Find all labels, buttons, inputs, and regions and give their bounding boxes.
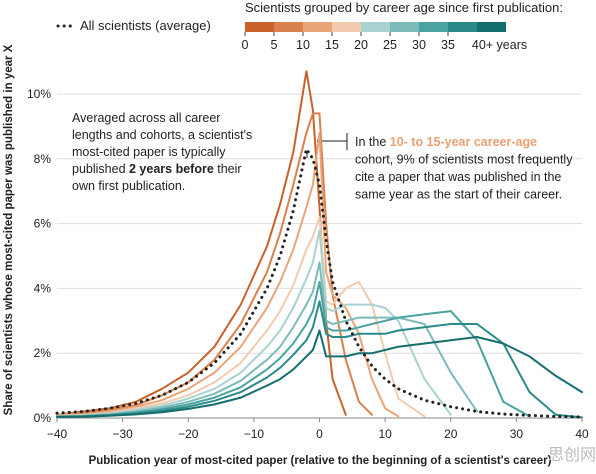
colorbar-label: 25 — [383, 38, 397, 52]
y-tick-label: 0% — [34, 411, 52, 425]
x-tick-label: 30 — [510, 427, 524, 441]
cohort-line — [56, 261, 478, 418]
x-tick-label: −10 — [244, 427, 265, 441]
colorbar-segment — [477, 22, 506, 32]
average-line — [55, 147, 584, 419]
x-tick-label: 10 — [378, 427, 392, 441]
colorbar-segment — [303, 22, 332, 32]
y-tick-label: 8% — [34, 152, 52, 166]
annotation-text: In the — [355, 135, 390, 149]
annotation-text: lengths and cohorts, a scientist's — [72, 128, 252, 142]
colorbar-label: 30 — [412, 38, 426, 52]
colorbar-label: 20 — [354, 38, 368, 52]
y-tick-label: 10% — [27, 87, 51, 101]
annotation-text: cohort, 9% of scientists most frequently — [355, 153, 573, 167]
annotation-text: cite a paper that was published in the — [355, 170, 561, 184]
cohort-line — [56, 280, 531, 418]
annotation: In the 10- to 15-year career-age — [355, 135, 537, 149]
x-tick-label: −30 — [112, 427, 133, 441]
y-tick-label: 6% — [34, 217, 52, 231]
colorbar-label: 40+ years — [472, 38, 527, 52]
cohort-line — [56, 216, 426, 418]
x-tick-label: −20 — [178, 427, 199, 441]
y-tick-label: 2% — [34, 346, 52, 360]
annotation-text: 2 years before — [129, 162, 214, 176]
annotation-leader — [322, 133, 348, 150]
colorbar-label: 35 — [441, 38, 455, 52]
x-tick-label: 20 — [444, 427, 458, 441]
colorbar-segment — [274, 22, 303, 32]
watermark: 思创网 — [548, 446, 596, 464]
legend-label: All scientists (average) — [80, 18, 211, 33]
x-tick-label: 40 — [575, 427, 589, 441]
cohort-line — [56, 131, 400, 418]
colorbar-segment — [332, 22, 361, 32]
y-axis-label: Share of scientists whose most-cited pap… — [3, 44, 15, 415]
annotation: lengths and cohorts, a scientist's — [72, 128, 252, 142]
annotation-text: Averaged across all career — [72, 111, 220, 125]
annotation: cite a paper that was published in the — [355, 170, 561, 184]
colorbar-label: 10 — [296, 38, 310, 52]
x-tick-label: 0 — [316, 427, 323, 441]
annotation-text: own first publication. — [72, 179, 185, 193]
cohort-line — [56, 300, 583, 419]
annotation-text: published — [72, 162, 129, 176]
x-axis-label: Publication year of most-cited paper (re… — [89, 455, 552, 467]
x-tick-label: −40 — [47, 427, 68, 441]
colorbar-segment — [419, 22, 448, 32]
annotation-text: 10- to 15-year career-age — [390, 135, 537, 149]
cohort-line — [56, 229, 452, 418]
colorbar-segment — [390, 22, 419, 32]
colorbar-segment — [448, 22, 477, 32]
annotation-text: their — [214, 162, 242, 176]
colorbar-title: Scientists grouped by career age since f… — [245, 0, 563, 15]
annotation: Averaged across all career — [72, 111, 220, 125]
y-tick-label: 4% — [34, 281, 52, 295]
annotation: same year as the start of their career. — [355, 188, 562, 202]
annotation: own first publication. — [72, 179, 185, 193]
cohort-line — [56, 329, 583, 418]
annotation: published 2 years before their — [72, 162, 242, 176]
colorbar-label: 5 — [271, 38, 278, 52]
colorbar-segment — [361, 22, 390, 32]
annotation-text: same year as the start of their career. — [355, 188, 562, 202]
annotation: most-cited paper is typically — [72, 145, 226, 159]
colorbar-label: 0 — [242, 38, 249, 52]
annotation: cohort, 9% of scientists most frequently — [355, 153, 573, 167]
annotation-text: most-cited paper is typically — [72, 145, 226, 159]
colorbar-segment — [245, 22, 274, 32]
colorbar-label: 15 — [325, 38, 339, 52]
